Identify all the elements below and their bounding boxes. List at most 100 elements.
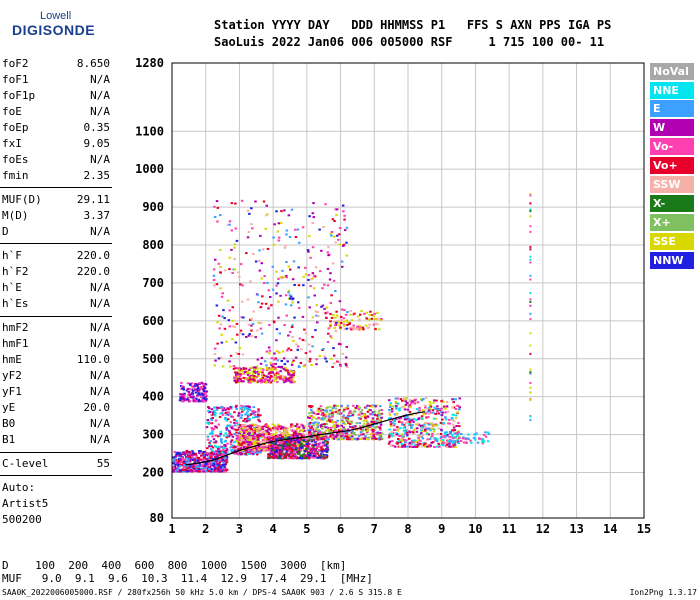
echo-point <box>410 413 414 416</box>
echo-point <box>327 438 330 441</box>
echo-point <box>240 443 243 446</box>
echo-point <box>253 380 256 383</box>
echo-point <box>285 314 288 317</box>
echo-point <box>326 251 329 254</box>
echo-point <box>262 439 265 442</box>
echo-point <box>288 443 291 446</box>
echo-point <box>218 435 222 438</box>
echo-point <box>309 357 312 360</box>
echo-point <box>293 439 297 442</box>
echo-point <box>417 437 420 440</box>
echo-point <box>365 424 369 427</box>
echo-point <box>442 400 445 403</box>
echo-point <box>214 434 217 437</box>
echo-point <box>241 424 244 427</box>
echo-point <box>329 335 332 338</box>
echo-point <box>256 370 259 373</box>
echo-point <box>186 382 190 385</box>
echo-point <box>233 452 237 455</box>
echo-point <box>247 433 250 435</box>
echo-point <box>242 376 245 379</box>
echo-point <box>246 425 250 428</box>
echo-point <box>451 398 454 401</box>
echo-point <box>218 248 222 251</box>
echo-point <box>267 447 271 450</box>
echo-point <box>395 433 399 436</box>
echo-point <box>388 440 392 443</box>
echo-point <box>194 388 197 391</box>
echo-point <box>214 456 217 459</box>
echo-point <box>404 418 407 421</box>
echo-point <box>202 457 206 460</box>
echo-point <box>306 249 310 252</box>
echo-point <box>265 375 268 378</box>
y-tick-label: 200 <box>142 466 164 480</box>
echo-point <box>194 468 197 471</box>
echo-point <box>359 428 362 431</box>
echo-point <box>422 398 425 400</box>
echo-point <box>219 287 222 290</box>
echo-point <box>391 421 395 424</box>
echo-point <box>250 335 254 338</box>
echo-point <box>410 418 413 421</box>
echo-point <box>450 433 454 436</box>
echo-point <box>278 452 282 455</box>
echo-point <box>233 268 237 271</box>
echo-point <box>183 397 186 400</box>
param-value: 3.37 <box>83 209 111 222</box>
echo-point <box>267 379 270 382</box>
echo-point <box>316 436 319 439</box>
echo-point <box>428 438 432 440</box>
echo-point <box>321 423 324 426</box>
echo-point <box>291 448 294 451</box>
echo-point <box>380 416 383 419</box>
echo-point <box>290 376 293 379</box>
echo-point <box>212 279 216 281</box>
echo-point <box>323 409 327 412</box>
echo-point <box>261 425 264 428</box>
echo-point <box>284 427 288 430</box>
param-value: N/A <box>90 297 110 310</box>
echo-point <box>261 433 264 436</box>
echo-point <box>180 451 183 454</box>
echo-point <box>529 318 532 321</box>
echo-point <box>179 397 182 400</box>
echo-point <box>296 437 299 440</box>
echo-point <box>189 393 193 396</box>
echo-point <box>193 385 196 388</box>
echo-point <box>239 329 243 332</box>
echo-point <box>329 434 333 437</box>
echo-point <box>195 454 198 457</box>
echo-point <box>321 427 324 430</box>
echo-point <box>362 424 365 427</box>
echo-point <box>215 466 218 469</box>
echo-point <box>416 401 420 404</box>
echo-point <box>336 321 340 324</box>
echo-point <box>211 469 214 472</box>
echo-point <box>353 312 356 315</box>
echo-point <box>425 432 429 435</box>
echo-point <box>197 398 200 401</box>
echo-point <box>252 253 255 255</box>
echo-point <box>435 445 439 448</box>
echo-point <box>198 459 202 462</box>
echo-point <box>344 435 348 438</box>
echo-point <box>206 421 209 424</box>
echo-point <box>293 284 296 286</box>
echo-point <box>307 405 311 408</box>
echo-point <box>318 354 321 357</box>
echo-point <box>365 428 368 431</box>
echo-point <box>339 437 342 440</box>
echo-point <box>371 413 374 416</box>
echo-point <box>452 437 455 439</box>
echo-point <box>203 386 206 389</box>
echo-point <box>261 371 264 374</box>
echo-point <box>387 442 391 445</box>
echo-point <box>273 454 277 457</box>
echo-point <box>237 372 240 375</box>
echo-point <box>290 453 293 456</box>
param-row: foEs N/A <box>2 152 110 168</box>
echo-point <box>239 428 243 431</box>
echo-point <box>348 322 351 325</box>
param-name: fxI <box>2 137 22 150</box>
